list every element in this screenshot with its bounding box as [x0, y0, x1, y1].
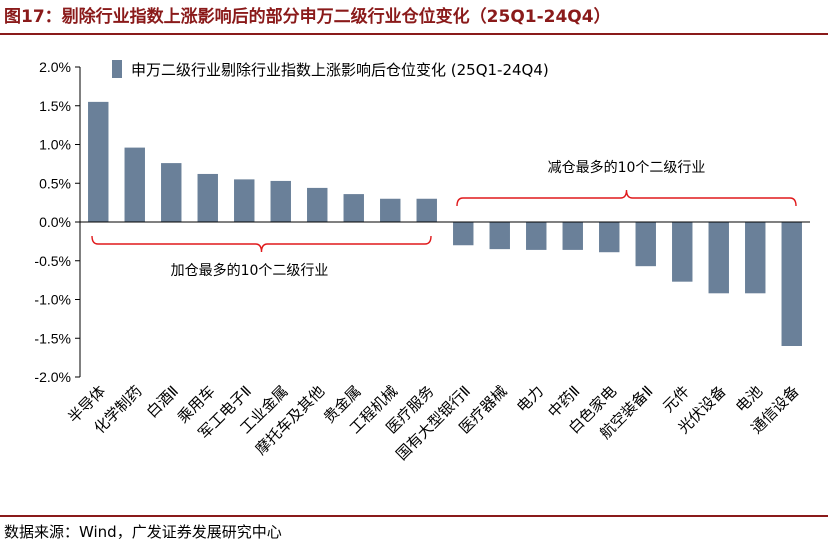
y-tick-label: 1.5% — [39, 98, 71, 114]
annotation-brace — [456, 189, 797, 207]
bar — [599, 222, 620, 253]
bar — [234, 179, 255, 222]
bar — [708, 222, 729, 294]
bar — [635, 222, 656, 267]
y-tick-label: 2.0% — [39, 59, 71, 75]
figure-title: 图17：剔除行业指数上涨影响后的部分申万二级行业仓位变化（25Q1-24Q4） — [4, 7, 611, 27]
bar — [270, 180, 291, 222]
bar — [489, 222, 510, 250]
bar — [416, 198, 437, 222]
bar — [453, 222, 474, 246]
source-rule — [0, 515, 828, 517]
annotation-label: 加仓最多的10个二级行业 — [171, 262, 329, 279]
bar-chart: 2.0% 1.5% 1.0% 0.5% 0.0% -0.5% -1.0% -1.5% -2.0%… — [34, 59, 810, 464]
bar — [781, 222, 802, 346]
bar — [745, 222, 766, 294]
bar — [526, 222, 547, 250]
bar — [343, 194, 364, 222]
annotation-brace — [91, 235, 432, 253]
y-tick-label: 0.5% — [39, 175, 71, 191]
y-tick-label: 0.0% — [39, 214, 71, 230]
bar — [380, 198, 401, 222]
y-tick-label: -1.5% — [34, 330, 71, 346]
title-rule — [0, 33, 828, 35]
bar — [307, 187, 328, 222]
bar — [124, 147, 145, 222]
bar — [197, 173, 218, 222]
legend-label: 申万二级行业剔除行业指数上涨影响后仓位变化 (25Q1-24Q4) — [131, 61, 549, 79]
bar — [161, 163, 182, 222]
y-tick-label: 1.0% — [39, 137, 71, 153]
category-label: 电力 — [513, 382, 547, 416]
annotation-label: 减仓最多的10个二级行业 — [548, 159, 706, 176]
bar — [672, 222, 693, 282]
y-tick-label: -2.0% — [34, 369, 71, 385]
y-tick-label: -1.0% — [34, 292, 71, 308]
bar — [562, 222, 583, 250]
source-note: 数据来源：Wind，广发证券发展研究中心 — [4, 523, 282, 541]
y-tick-label: -0.5% — [34, 253, 71, 269]
bar — [88, 101, 109, 222]
legend-swatch — [112, 60, 122, 78]
